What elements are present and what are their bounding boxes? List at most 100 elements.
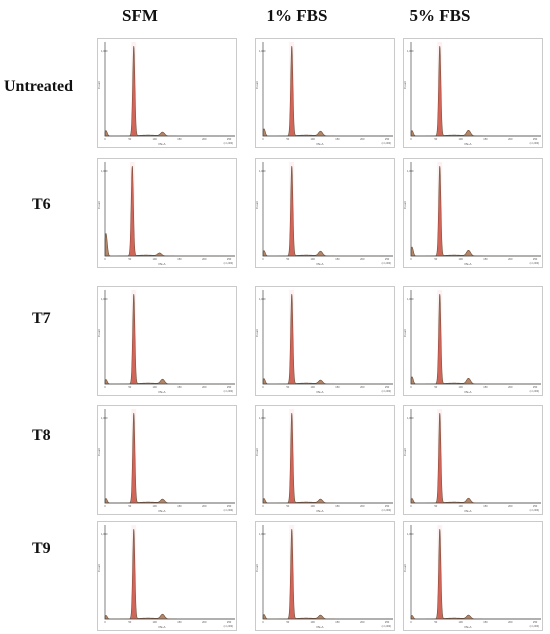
x-tick-label: 200 (202, 137, 207, 141)
x-axis-unit-label: (x 1,000) (382, 625, 392, 628)
panel-frame (97, 286, 237, 396)
axes (410, 525, 541, 620)
x-tick-label: 200 (508, 385, 513, 389)
g2-peak (317, 382, 324, 384)
x-tick-label: 0 (262, 620, 264, 624)
g1-peak (289, 413, 295, 503)
g2-peak (465, 617, 472, 619)
g1-peak (131, 529, 137, 619)
x-axis-label: PE-A (464, 262, 471, 266)
x-tick-label: 150 (177, 137, 182, 141)
x-tick-label: 0 (104, 504, 106, 508)
histogram-panel: Count 1,000 0 50 100 150 200 250 PE-A (x 1,000) (403, 158, 543, 268)
g1-peak (437, 413, 443, 503)
x-axis-unit-label: (x 1,000) (224, 509, 234, 512)
y-axis-label: Count (403, 81, 407, 89)
x-tick-label: 150 (177, 504, 182, 508)
g1-peak (289, 46, 295, 136)
g1-peak (437, 529, 443, 619)
x-tick-label: 100 (152, 620, 157, 624)
axes (104, 42, 235, 137)
column-header: 1% FBS (266, 6, 328, 25)
y-tick-label: 1,000 (259, 169, 266, 173)
dna-content-histogram (262, 528, 393, 620)
histogram-panel: Count 1,000 0 50 100 150 200 250 PE-A (x 1,000) (97, 158, 237, 268)
axes (262, 162, 393, 257)
x-tick-label: 100 (458, 620, 463, 624)
x-axis-label: PE-A (464, 509, 471, 513)
x-tick-label: 100 (310, 504, 315, 508)
x-axis-unit-label: (x 1,000) (382, 262, 392, 265)
panel-frame (255, 158, 395, 268)
histogram-panel: Count 1,000 0 50 100 150 200 250 PE-A (x 1,000) (255, 286, 395, 396)
x-axis-unit-label: (x 1,000) (530, 142, 540, 145)
g1-peak (131, 46, 137, 136)
x-tick-label: 150 (177, 257, 182, 261)
x-tick-label: 250 (533, 620, 538, 624)
g2-peak (465, 134, 472, 136)
x-tick-label: 0 (410, 137, 412, 141)
histogram-panel: Count 1,000 0 50 100 150 200 250 PE-A (x 1,000) (97, 521, 237, 631)
x-tick-label: 150 (335, 620, 340, 624)
x-axis-label: PE-A (316, 390, 323, 394)
x-axis-label: PE-A (158, 509, 165, 513)
panel-frame (403, 158, 543, 268)
histogram-panel: Count 1,000 0 50 100 150 200 250 PE-A (x 1,000) (255, 38, 395, 148)
y-axis-label: Count (97, 81, 101, 89)
x-tick-label: 150 (483, 504, 488, 508)
g2-peak (317, 134, 324, 136)
x-tick-label: 150 (483, 385, 488, 389)
dna-content-histogram (104, 45, 235, 137)
g1-peak (437, 166, 443, 256)
panel-frame (97, 158, 237, 268)
x-tick-label: 0 (104, 137, 106, 141)
x-tick-label: 150 (483, 137, 488, 141)
row-label: T8 (32, 427, 51, 444)
x-tick-label: 50 (434, 620, 437, 624)
x-tick-label: 0 (410, 385, 412, 389)
x-tick-label: 150 (335, 137, 340, 141)
x-tick-label: 100 (458, 257, 463, 261)
axes (104, 290, 235, 385)
axes (262, 525, 393, 620)
x-tick-label: 200 (360, 504, 365, 508)
x-tick-label: 50 (434, 137, 437, 141)
histogram-panel: Count 1,000 0 50 100 150 200 250 PE-A (x 1,000) (255, 158, 395, 268)
x-tick-label: 250 (227, 137, 232, 141)
g2-peak (317, 501, 324, 503)
x-tick-label: 0 (104, 385, 106, 389)
x-tick-label: 150 (335, 504, 340, 508)
g2-peak (159, 382, 166, 384)
x-tick-label: 100 (310, 620, 315, 624)
x-tick-label: 0 (262, 137, 264, 141)
g2-peak (465, 382, 472, 384)
x-tick-label: 50 (434, 257, 437, 261)
y-axis-label: Count (255, 329, 259, 337)
y-axis-label: Count (403, 448, 407, 456)
x-tick-label: 100 (310, 257, 315, 261)
panel-frame (403, 405, 543, 515)
x-tick-label: 50 (128, 504, 131, 508)
panel-frame (255, 38, 395, 148)
histogram-panel: Count 1,000 0 50 100 150 200 250 PE-A (x 1,000) (255, 521, 395, 631)
x-tick-label: 250 (533, 257, 538, 261)
x-axis-unit-label: (x 1,000) (530, 262, 540, 265)
row-label: Untreated (4, 78, 74, 95)
x-tick-label: 0 (410, 504, 412, 508)
x-tick-label: 100 (152, 137, 157, 141)
axes (262, 42, 393, 137)
x-tick-label: 200 (360, 137, 365, 141)
g1-peak (129, 166, 135, 256)
x-tick-label: 100 (152, 504, 157, 508)
histogram-panel: Count 1,000 0 50 100 150 200 250 PE-A (x 1,000) (403, 38, 543, 148)
x-tick-label: 50 (128, 257, 131, 261)
x-tick-label: 150 (335, 385, 340, 389)
y-tick-label: 1,000 (259, 297, 266, 301)
y-axis-label: Count (255, 564, 259, 572)
dna-content-histogram (410, 412, 541, 504)
x-tick-label: 250 (533, 137, 538, 141)
g2-peak (465, 254, 472, 256)
x-tick-label: 250 (385, 385, 390, 389)
g2-peak (159, 501, 166, 503)
x-tick-label: 0 (262, 385, 264, 389)
